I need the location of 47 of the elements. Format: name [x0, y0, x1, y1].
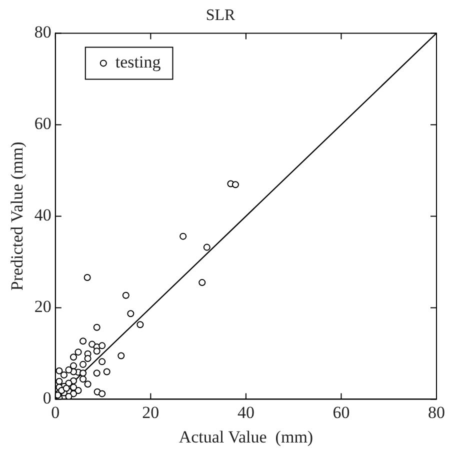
point: [203, 244, 210, 251]
point: [93, 324, 100, 331]
point: [84, 274, 91, 282]
point: [80, 376, 87, 383]
point: [80, 338, 87, 345]
point: [56, 367, 63, 374]
y-tick-label: 40: [34, 206, 52, 225]
point: [65, 392, 72, 400]
point: [84, 354, 92, 362]
point: [98, 358, 106, 366]
point: [84, 380, 92, 388]
legend-label: testing: [115, 52, 162, 72]
point: [80, 360, 87, 368]
point: [55, 392, 62, 399]
point: [93, 370, 100, 377]
x-tick-label: 80: [428, 402, 445, 422]
x-tick-label: 40: [237, 402, 254, 422]
point: [198, 279, 206, 286]
y-axis-title: Predicted Value (mm): [8, 142, 27, 291]
y-tick-label: 60: [34, 114, 52, 134]
point: [80, 370, 87, 377]
y-tick-label: 0: [42, 388, 52, 408]
point: [93, 348, 100, 355]
point: [60, 371, 68, 378]
point: [56, 378, 63, 385]
point: [62, 384, 70, 392]
point: [232, 181, 239, 188]
point: [98, 342, 106, 350]
point: [136, 321, 144, 328]
point: [74, 348, 82, 356]
point: [70, 362, 78, 370]
point: [98, 390, 106, 398]
point: [65, 366, 72, 374]
point: [180, 232, 187, 240]
point: [103, 368, 110, 376]
point: [70, 354, 78, 361]
x-axis-title: Actual Value (mm): [178, 427, 314, 446]
point: [127, 310, 134, 318]
chart-title: SLR: [206, 6, 236, 24]
y-tick-label: 20: [34, 297, 52, 316]
y-tick-label: 80: [34, 22, 52, 42]
point: [118, 352, 125, 360]
point: [70, 390, 78, 398]
point: [70, 384, 78, 391]
x-tick-label: 60: [332, 402, 350, 422]
point: [122, 292, 130, 299]
x-tick-label: 20: [142, 402, 160, 422]
